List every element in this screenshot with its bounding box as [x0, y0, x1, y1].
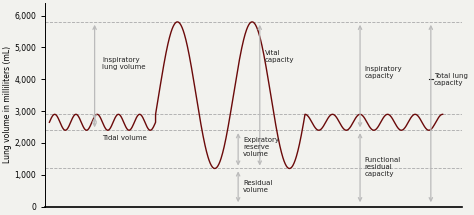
- Y-axis label: Lung volume in milliliters (mL): Lung volume in milliliters (mL): [3, 46, 12, 163]
- Text: Inspiratory
lung volume: Inspiratory lung volume: [102, 57, 146, 70]
- Text: Inspiratory
capacity: Inspiratory capacity: [365, 66, 402, 79]
- Text: Tidal volume: Tidal volume: [102, 135, 147, 141]
- Text: Residual
volume: Residual volume: [243, 180, 273, 192]
- Text: Vital
capacity: Vital capacity: [265, 51, 294, 63]
- Text: Total lung
capacity: Total lung capacity: [434, 73, 468, 86]
- Text: Functional
residual
capacity: Functional residual capacity: [365, 157, 401, 177]
- Text: Expiratory
reserve
volume: Expiratory reserve volume: [243, 137, 279, 157]
